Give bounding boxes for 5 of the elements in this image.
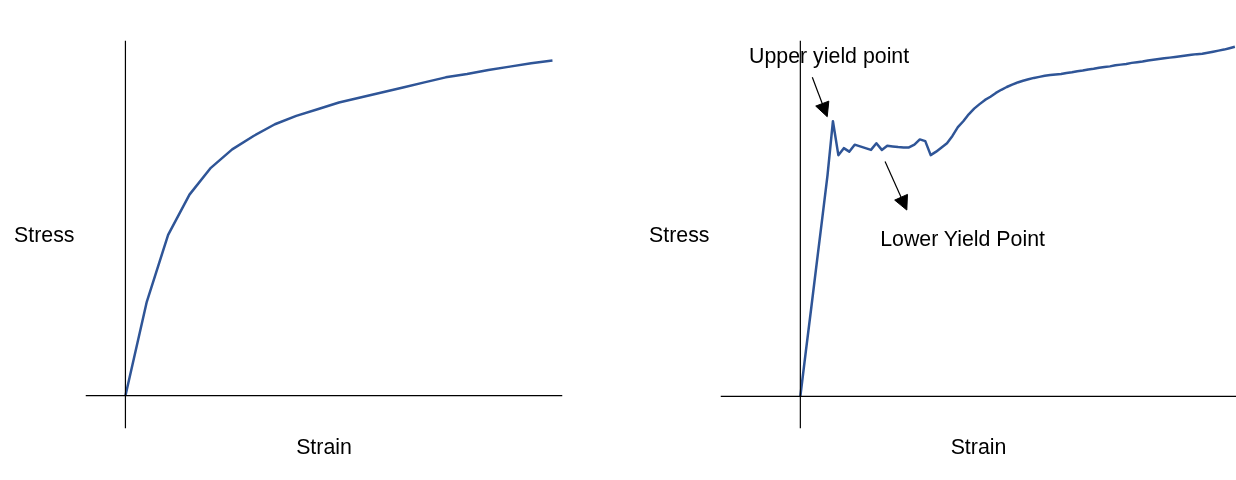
y-axis-title: Stress <box>14 222 75 247</box>
annotation: Lower Yield Point <box>880 226 1046 251</box>
y-axis-title: Stress <box>649 222 710 247</box>
x-axis-title: Strain <box>950 434 1007 459</box>
x-axis-title: Strain <box>296 434 352 459</box>
